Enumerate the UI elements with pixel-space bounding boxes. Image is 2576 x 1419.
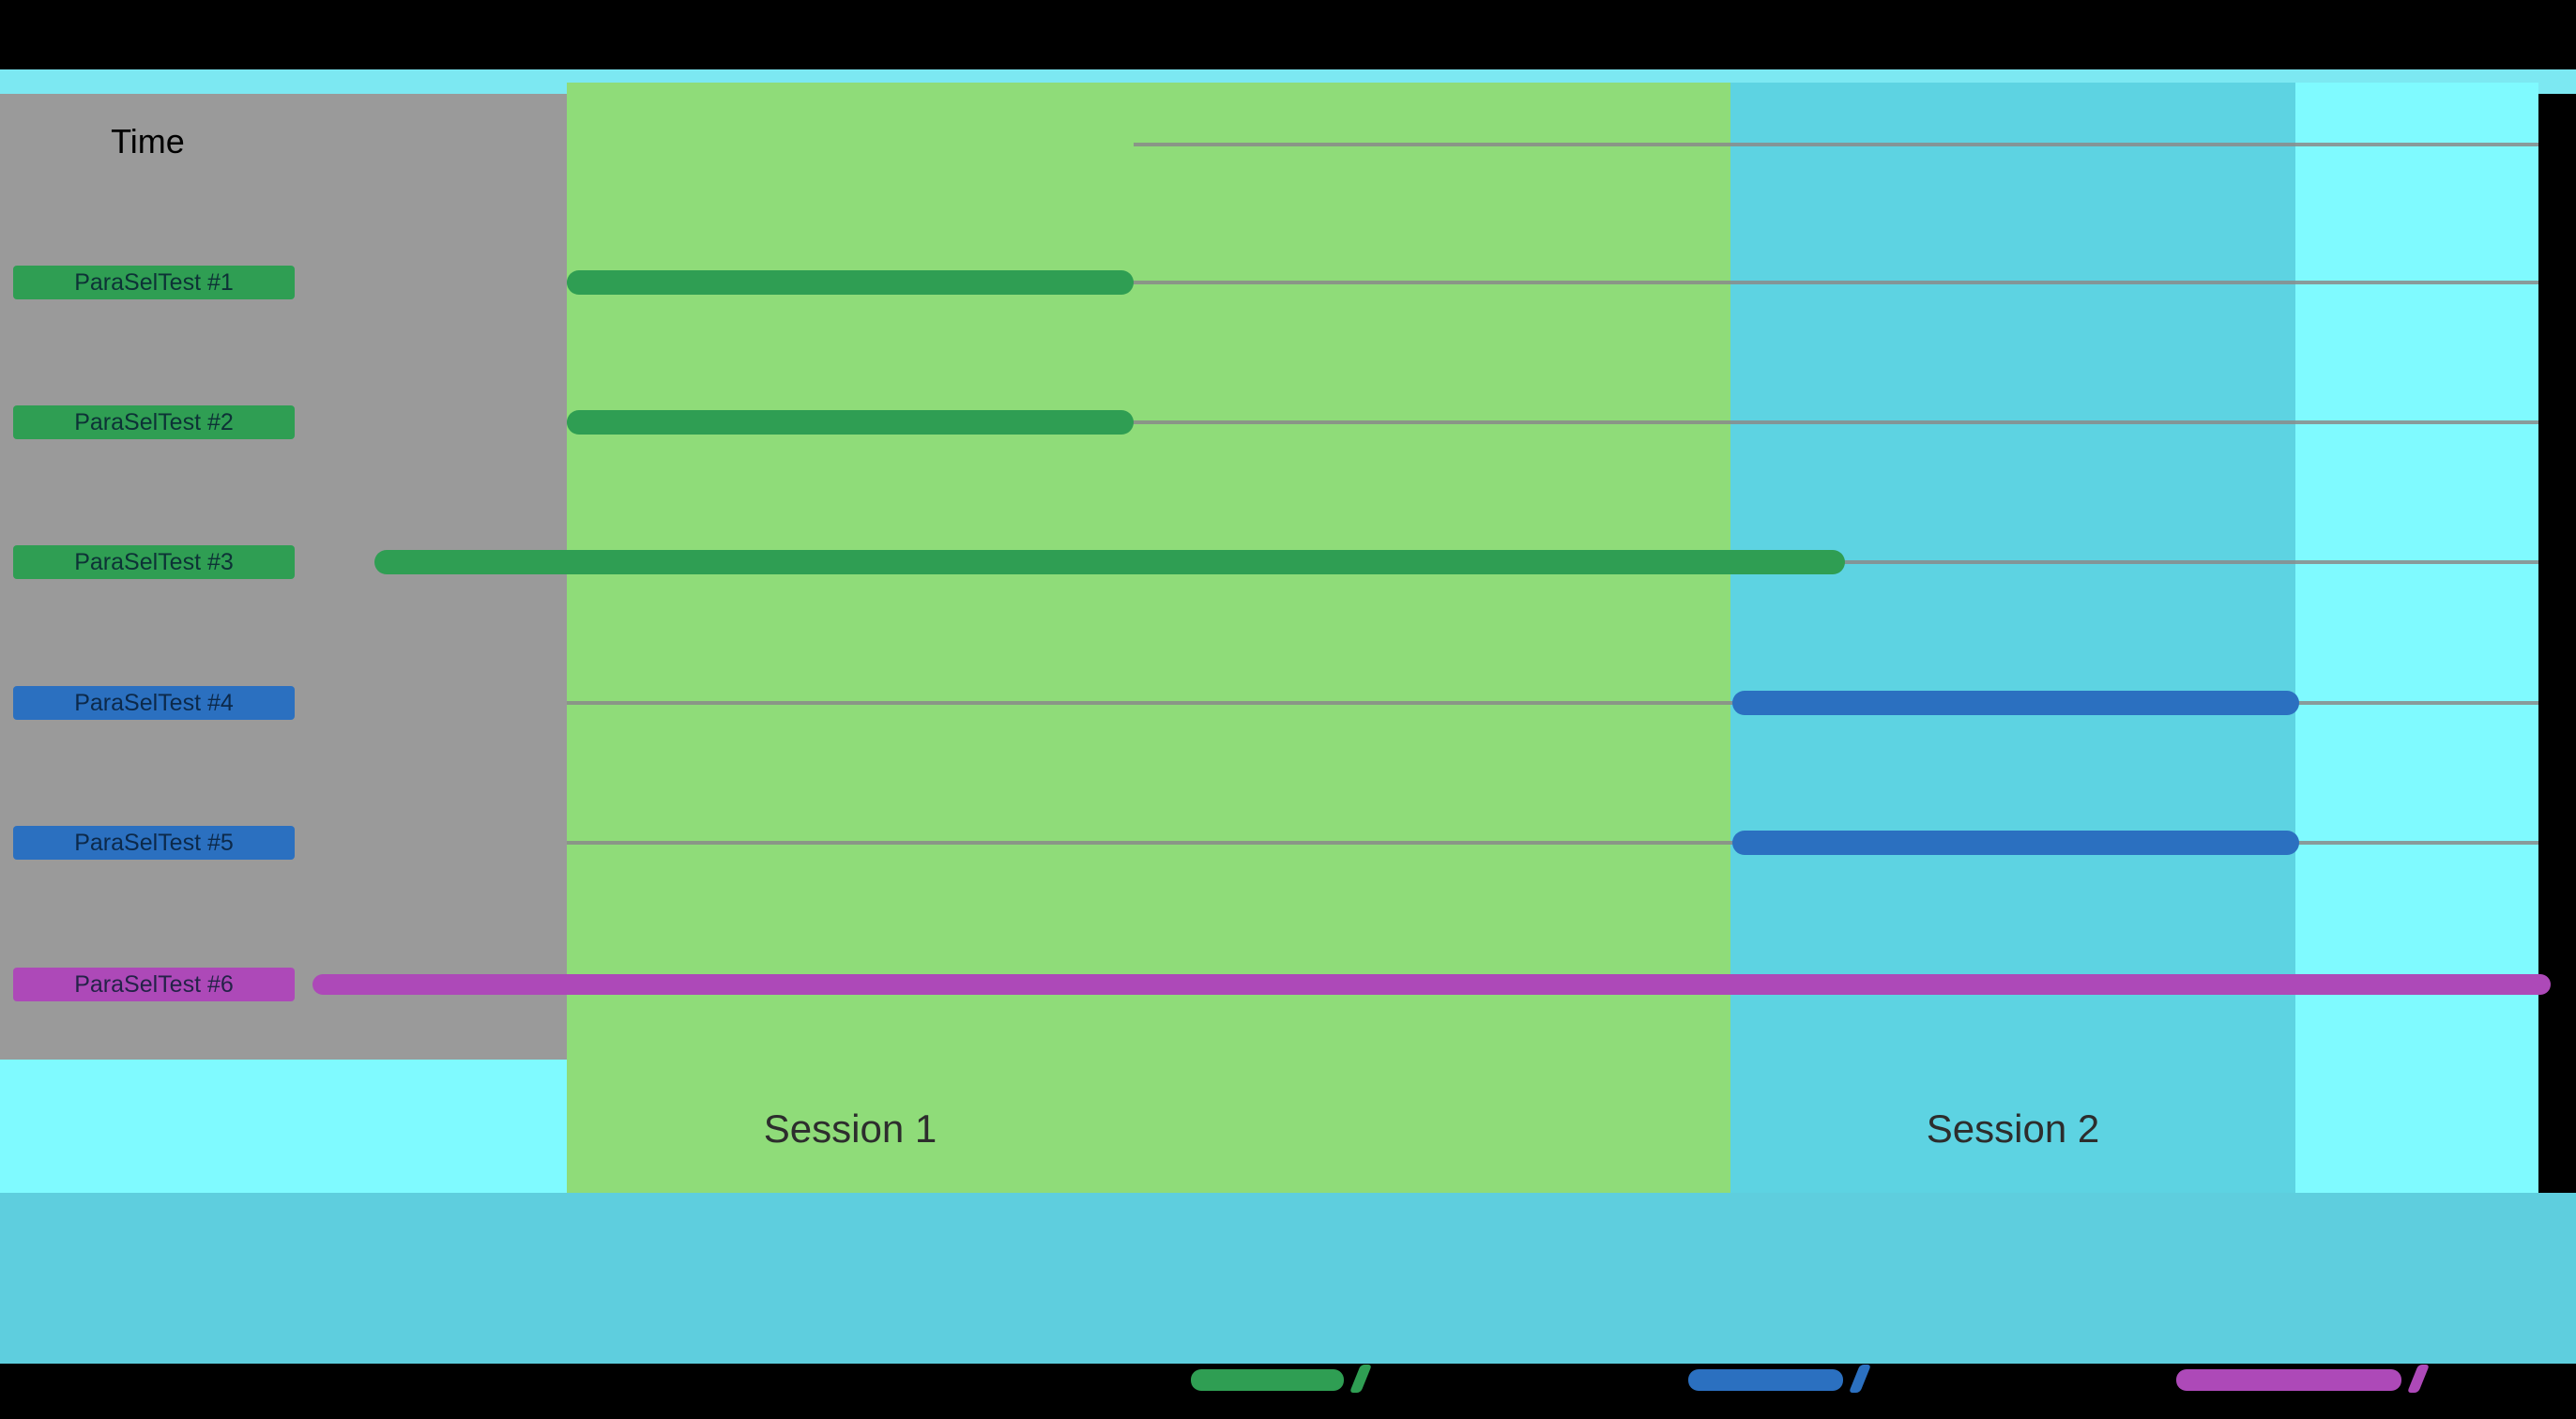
session1-label: Session 1 — [763, 1106, 937, 1151]
legend-green-swatch[interactable] — [1191, 1369, 1344, 1391]
legend-blue-swatch[interactable] — [1688, 1369, 1843, 1391]
timeline-bar-row-3[interactable] — [374, 550, 1845, 574]
gridline-row-4 — [567, 701, 2538, 705]
legend-blue-slash-icon — [1848, 1365, 1872, 1393]
gridline-row-2 — [567, 420, 2538, 424]
timeline-bar-row-1[interactable] — [567, 270, 1134, 295]
time-axis-label: Time — [111, 122, 185, 160]
right-overflow-region — [2295, 83, 2538, 1193]
row-label-6-text: ParaSelTest #6 — [74, 970, 234, 998]
row-label-4-text: ParaSelTest #4 — [74, 689, 234, 716]
gridline-header — [1134, 143, 2538, 146]
row-label-3-text: ParaSelTest #3 — [74, 548, 234, 575]
gridline-row-1 — [567, 281, 2538, 284]
row-label-4: ParaSelTest #4 — [13, 686, 295, 720]
timeline-bar-row-5[interactable] — [1732, 831, 2299, 855]
row-label-3: ParaSelTest #3 — [13, 545, 295, 579]
timeline-bar-row-4[interactable] — [1732, 691, 2299, 715]
timeline-bar-row-2[interactable] — [567, 410, 1134, 435]
row-label-5: ParaSelTest #5 — [13, 826, 295, 860]
row-label-1: ParaSelTest #1 — [13, 266, 295, 299]
gridline-row-5 — [567, 841, 2538, 845]
below-panel-strip — [0, 1060, 567, 1193]
row-label-2: ParaSelTest #2 — [13, 405, 295, 439]
row-label-5-text: ParaSelTest #5 — [74, 829, 234, 856]
row-label-6: ParaSelTest #6 — [13, 968, 295, 1001]
session2-region — [1730, 83, 2295, 1193]
session2-label: Session 2 — [1926, 1106, 2100, 1151]
session1-region — [567, 83, 1730, 1193]
row-label-1-text: ParaSelTest #1 — [74, 268, 234, 296]
legend-purple-slash-icon — [2406, 1365, 2431, 1393]
legend-green-slash-icon — [1349, 1365, 1373, 1393]
bottom-strip — [0, 1193, 2576, 1364]
legend-purple-swatch[interactable] — [2176, 1369, 2401, 1391]
timeline-bar-row-6[interactable] — [312, 974, 2551, 995]
row-label-2-text: ParaSelTest #2 — [74, 408, 234, 435]
